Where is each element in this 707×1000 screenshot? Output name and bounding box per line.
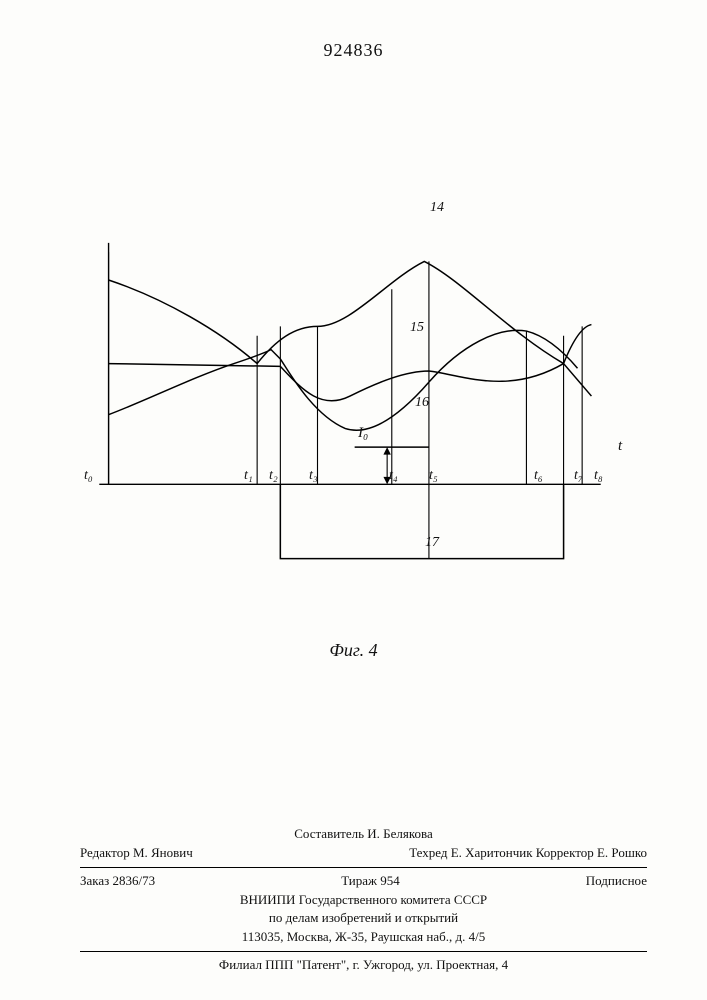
org-line-2: по делам изобретений и открытий	[80, 909, 647, 928]
label-17: 17	[425, 535, 439, 551]
techred-corrector: Техред Е. Харитончик Корректор Е. Рошко	[409, 844, 647, 863]
divider-2	[80, 951, 647, 952]
tick-2: t₂	[269, 468, 278, 484]
filial: Филиал ППП "Патент", г. Ужгород, ул. Про…	[80, 956, 647, 975]
org-line-1: ВНИИПИ Государственного комитета СССР	[80, 891, 647, 910]
label-16: 16	[415, 395, 429, 411]
tick-4: t₄	[389, 468, 398, 484]
divider-1	[80, 867, 647, 868]
curve-15	[109, 364, 592, 401]
compositor-line: Составитель И. Белякова	[80, 825, 647, 844]
editor-row: Редактор М. Янович Техред Е. Харитончик …	[80, 844, 647, 863]
address: 113035, Москва, Ж-35, Раушская наб., д. …	[80, 928, 647, 947]
order-row: Заказ 2836/73 Тираж 954 Подписное	[80, 872, 647, 891]
curve-14	[109, 261, 592, 363]
diagram-svg	[90, 200, 610, 620]
figure-4: 14 15 16 17 t I₀ t₀t₁t₂t₃t₄t₅t₆t₇t₈	[90, 200, 610, 620]
figure-caption: Фиг. 4	[0, 640, 707, 661]
editor: Редактор М. Янович	[80, 844, 193, 863]
tick-8: t₈	[594, 468, 603, 484]
y-axis-label: I₀	[358, 425, 368, 442]
tick-7: t₇	[574, 468, 583, 484]
tick-3: t₃	[309, 468, 318, 484]
order-number: Заказ 2836/73	[80, 872, 155, 891]
t-axis-label: t	[618, 438, 622, 455]
tick-1: t₁	[244, 468, 253, 484]
patent-page: 924836 14 15 16 17	[0, 0, 707, 1000]
label-14: 14	[430, 200, 444, 216]
tick-0: t₀	[84, 468, 93, 484]
podpisnoe: Подписное	[586, 872, 647, 891]
document-number: 924836	[0, 40, 707, 61]
label-15: 15	[410, 320, 424, 336]
colophon: Составитель И. Белякова Редактор М. Янов…	[80, 825, 647, 975]
curve-17	[280, 484, 563, 558]
tick-5: t₅	[429, 468, 438, 484]
tirazh: Тираж 954	[341, 872, 400, 891]
tick-6: t₆	[534, 468, 543, 484]
vertical-guides	[109, 252, 583, 558]
